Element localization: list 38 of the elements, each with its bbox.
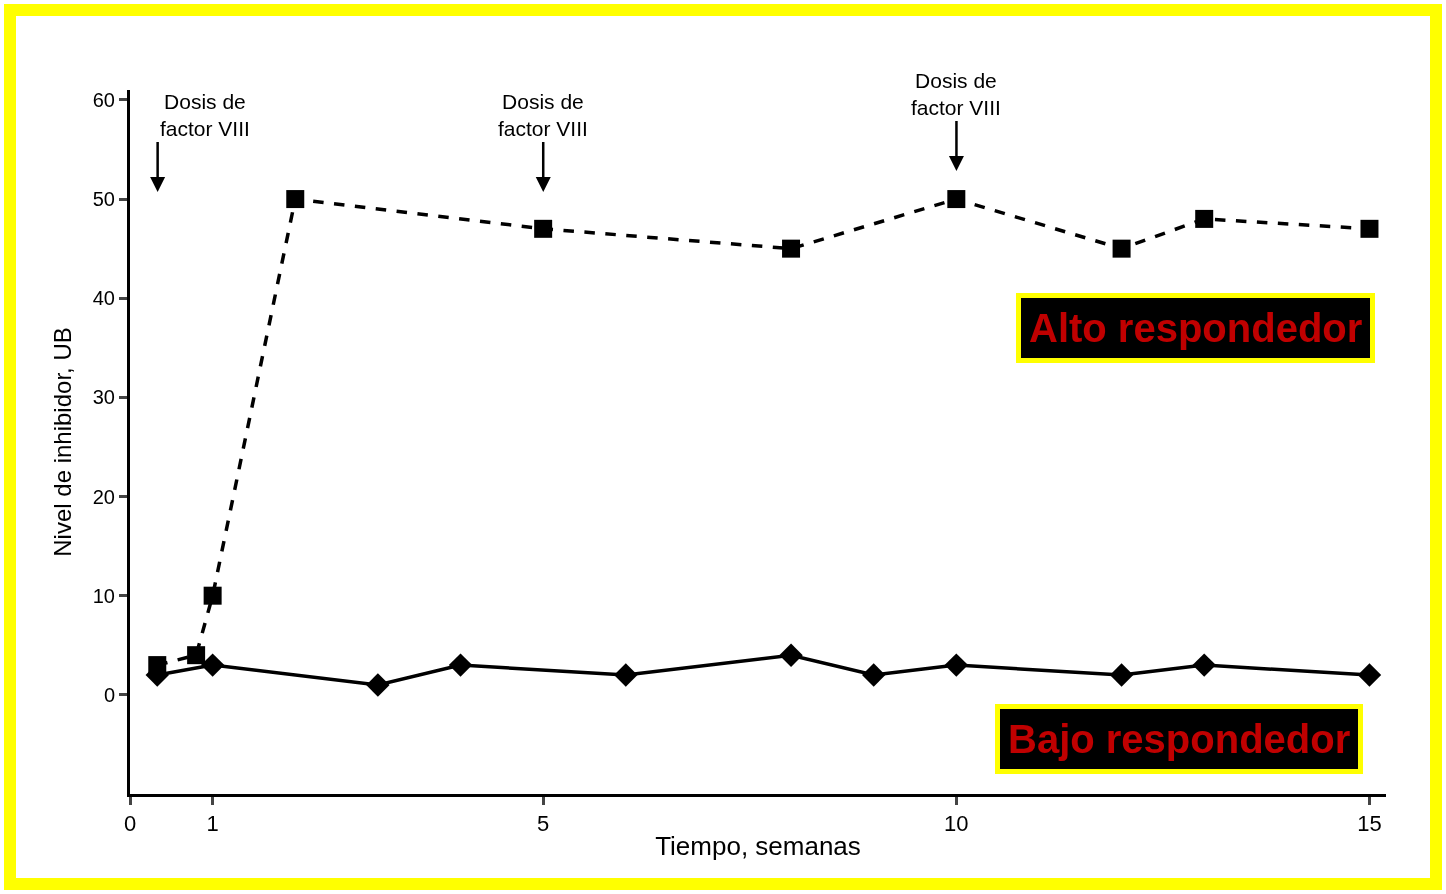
y-tick-label: 10 [92, 584, 115, 607]
point [614, 663, 638, 687]
point [534, 219, 553, 238]
point [200, 653, 225, 677]
point [782, 239, 801, 258]
x-tick-label: 10 [944, 811, 969, 837]
point [1112, 239, 1131, 258]
point [1195, 209, 1214, 228]
y-tick-label: 0 [103, 683, 115, 706]
point [944, 653, 969, 677]
x-tick-label: 5 [537, 811, 550, 837]
point [448, 653, 473, 677]
y-tick-label: 40 [92, 287, 115, 310]
y-tick-label: 30 [92, 386, 115, 409]
point [187, 646, 206, 665]
annotation: Dosis de factor VIII [911, 69, 1001, 120]
point [1357, 663, 1382, 687]
point [1192, 653, 1216, 677]
y-axis-title: Nivel de inhibidor, UB [48, 327, 76, 557]
series-label: Bajo respondedor [1008, 717, 1351, 761]
point [779, 643, 803, 667]
series-label: Alto respondedor [1029, 306, 1363, 350]
point [861, 663, 886, 687]
y-tick-label: 60 [92, 88, 115, 111]
point [286, 190, 305, 209]
point [1360, 219, 1379, 238]
y-tick-label: 50 [92, 188, 115, 211]
y-tick-label: 20 [92, 485, 115, 508]
x-tick-label: 0 [123, 811, 137, 837]
point [366, 673, 390, 697]
point [203, 586, 222, 605]
annotation: Dosis de factor VIII [498, 90, 588, 141]
x-axis-title: Tiempo, semanas [655, 831, 861, 862]
annotation: Dosis de factor VIII [160, 90, 250, 141]
point [1109, 663, 1134, 687]
x-tick-label: 15 [1357, 811, 1382, 837]
point [947, 190, 966, 209]
x-tick-label: 1 [206, 811, 219, 837]
